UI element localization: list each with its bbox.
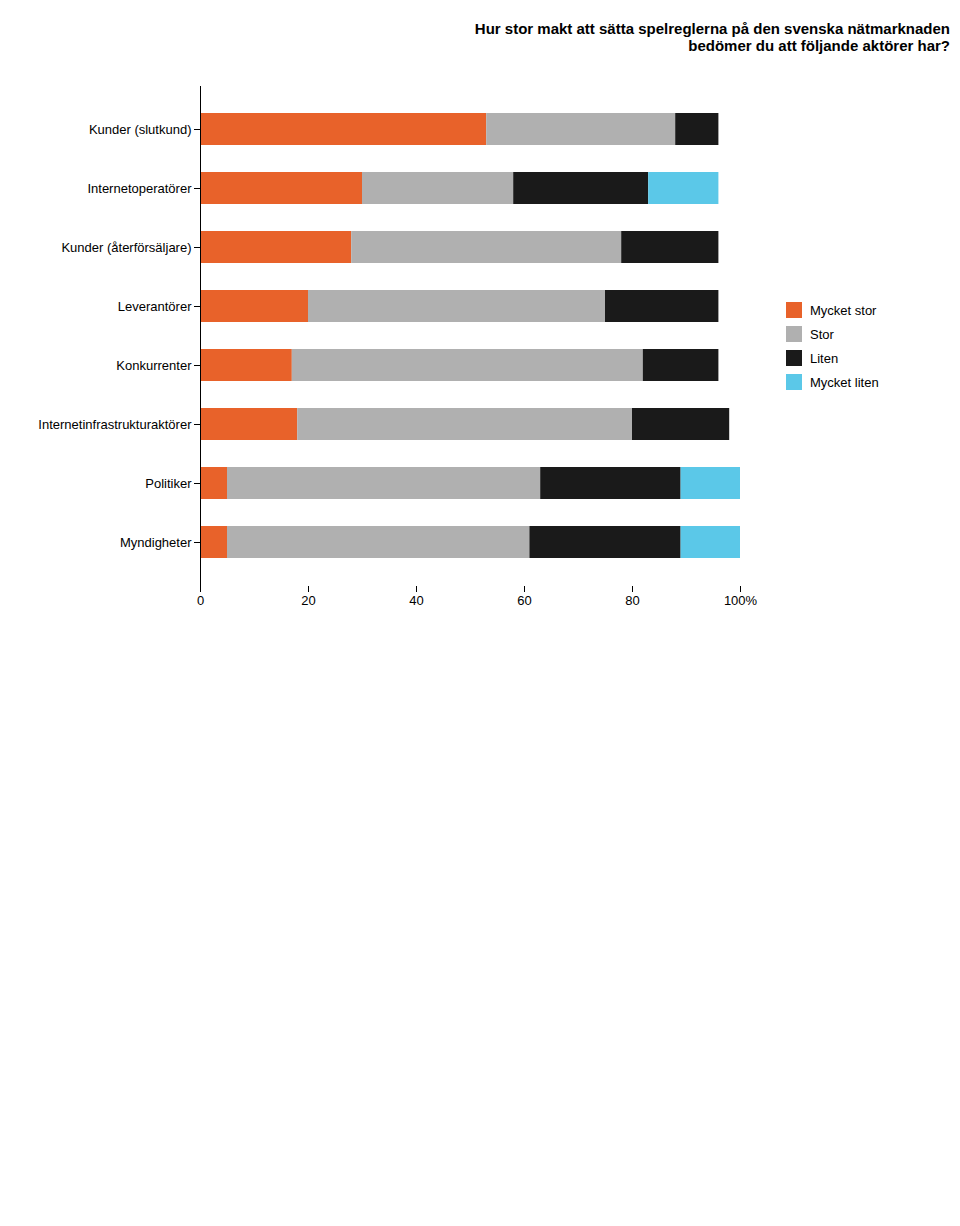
html-text:Mycket stor: Mycket stor [810, 302, 877, 318]
html-text:Mycket liten: Mycket liten [810, 374, 879, 390]
svg-text:80: 80 [625, 593, 639, 608]
svg-text:100%: 100% [724, 593, 758, 608]
svg-text:60: 60 [517, 593, 531, 608]
svg-text:20: 20 [301, 593, 315, 608]
svg-text:Leverantörer: Leverantörer [118, 299, 192, 314]
svg-text:Kunder (slutkund): Kunder (slutkund) [89, 122, 192, 137]
svg-text:Myndigheter: Myndigheter [120, 535, 192, 550]
svg-text:Kunder (återförsäljare): Kunder (återförsäljare) [61, 240, 191, 255]
html-text:Liten: Liten [810, 350, 839, 366]
svg-text:Internetinfrastrukturaktörer: Internetinfrastrukturaktörer [38, 417, 192, 432]
svg-text:Konkurrenter: Konkurrenter [116, 358, 192, 373]
svg-text:40: 40 [409, 593, 423, 608]
svg-text:0: 0 [197, 593, 204, 608]
html-text:Stor: Stor [810, 326, 834, 342]
html-text:Hur stor makt att sätta spelre: Hur stor makt att sätta spelreglerna på … [474, 20, 950, 54]
svg-text:Internetoperatörer: Internetoperatörer [87, 181, 192, 196]
svg-text:Politiker: Politiker [145, 476, 192, 491]
